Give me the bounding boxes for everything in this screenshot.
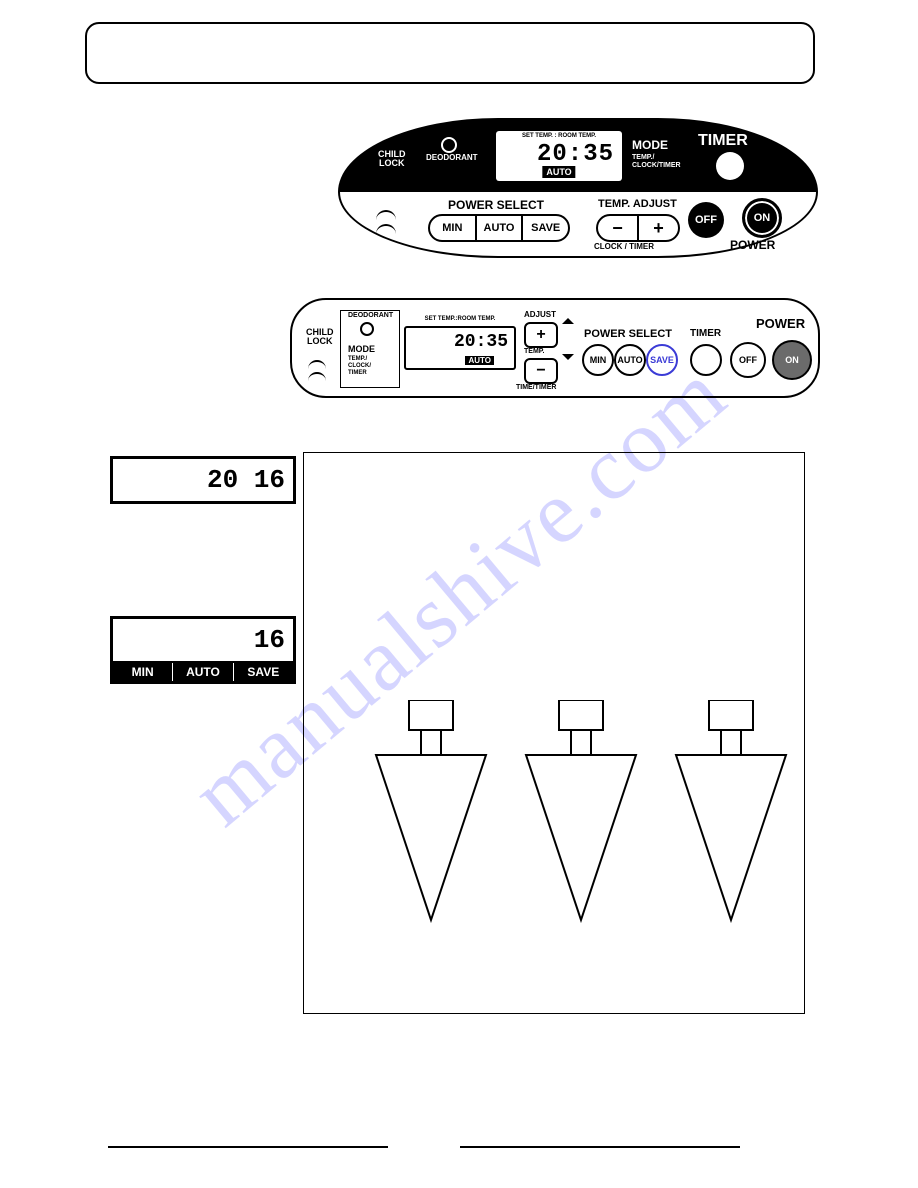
mini-lcd-b-row: MIN AUTO SAVE: [113, 661, 293, 681]
footer-rule-right: [460, 1146, 740, 1148]
power-select-group: MIN AUTO SAVE: [428, 214, 570, 242]
mini-lcd-b: 16 MIN AUTO SAVE: [110, 616, 296, 684]
mini-lcd-b-min: MIN: [113, 663, 173, 681]
vent-icon: [376, 210, 396, 236]
temp-label: TEMP.: [524, 348, 545, 355]
triangle-down-icon: [562, 354, 574, 360]
deodorant-led: [441, 137, 457, 153]
temp-adjust-group: − +: [596, 214, 680, 242]
control-panel-b: CHILD LOCK DEODORANT MODE TEMP./ CLOCK/ …: [290, 298, 820, 398]
title-box: [85, 22, 815, 84]
lcd-auto-indicator: AUTO: [465, 356, 494, 365]
save-button[interactable]: SAVE: [646, 344, 678, 376]
deodorant-led: [360, 322, 374, 336]
arrow-down-icon: [366, 700, 496, 940]
vent-icon: [308, 360, 326, 382]
temp-minus-button[interactable]: −: [598, 216, 639, 240]
child-lock-label: CHILD LOCK: [378, 150, 406, 168]
mini-lcd-a: 20 16: [110, 456, 296, 504]
power-select-label: POWER SELECT: [584, 328, 672, 340]
mode-sublabel: TEMP./ CLOCK/TIMER: [632, 154, 681, 170]
auto-button[interactable]: AUTO: [477, 216, 524, 240]
mini-lcd-b-value: 16: [113, 619, 293, 661]
auto-button[interactable]: AUTO: [614, 344, 646, 376]
off-button[interactable]: OFF: [688, 202, 724, 238]
mini-lcd-a-value: 20 16: [113, 459, 293, 501]
footer-rule-left: [108, 1146, 388, 1148]
mode-label: MODE: [632, 138, 668, 152]
deodorant-label: DEODORANT: [348, 312, 393, 319]
lcd-header-label: SET TEMP.:ROOM TEMP.: [406, 316, 514, 322]
minus-button[interactable]: −: [524, 358, 558, 384]
arrow-row: [366, 700, 796, 960]
timer-button[interactable]: [690, 344, 722, 376]
arrow-down-icon: [666, 700, 796, 940]
on-button[interactable]: ON: [742, 198, 782, 238]
power-label: POWER: [756, 316, 805, 331]
timer-label: TIMER: [698, 132, 748, 150]
control-panel-a: CHILD LOCK DEODORANT SET TEMP. : ROOM TE…: [338, 118, 818, 258]
arrow-down-icon: [516, 700, 646, 940]
time-timer-label: TIME/TIMER: [516, 384, 556, 391]
mode-label: MODE: [348, 344, 375, 354]
lcd-time: 20:35: [496, 141, 614, 168]
lcd-display: SET TEMP.:ROOM TEMP. 20:35 AUTO: [404, 326, 516, 370]
deodorant-label: DEODORANT: [426, 153, 478, 162]
timer-label: TIMER: [690, 328, 721, 339]
temp-plus-button[interactable]: +: [639, 216, 678, 240]
mini-lcd-b-auto: AUTO: [173, 663, 233, 681]
lcd-time: 20:35: [454, 332, 508, 352]
mode-sublabel: TEMP./ CLOCK/ TIMER: [348, 356, 371, 377]
min-button[interactable]: MIN: [430, 216, 477, 240]
lcd-header-label: SET TEMP. : ROOM TEMP.: [496, 133, 622, 139]
triangle-up-icon: [562, 318, 574, 324]
save-button[interactable]: SAVE: [523, 216, 568, 240]
clock-timer-label: CLOCK / TIMER: [594, 242, 654, 251]
plus-button[interactable]: +: [524, 322, 558, 348]
temp-adjust-label: TEMP. ADJUST: [598, 198, 677, 210]
min-button[interactable]: MIN: [582, 344, 614, 376]
lcd-auto-indicator: AUTO: [542, 166, 575, 178]
on-button[interactable]: ON: [772, 340, 812, 380]
lcd-display: SET TEMP. : ROOM TEMP. 20:35 AUTO: [496, 131, 622, 181]
power-select-label: POWER SELECT: [448, 198, 544, 212]
power-label: POWER: [730, 238, 775, 252]
mini-lcd-b-save: SAVE: [234, 663, 293, 681]
timer-button[interactable]: [716, 152, 744, 180]
adjust-label: ADJUST: [524, 310, 556, 319]
child-lock-label: CHILD LOCK: [306, 328, 334, 346]
off-button[interactable]: OFF: [730, 342, 766, 378]
